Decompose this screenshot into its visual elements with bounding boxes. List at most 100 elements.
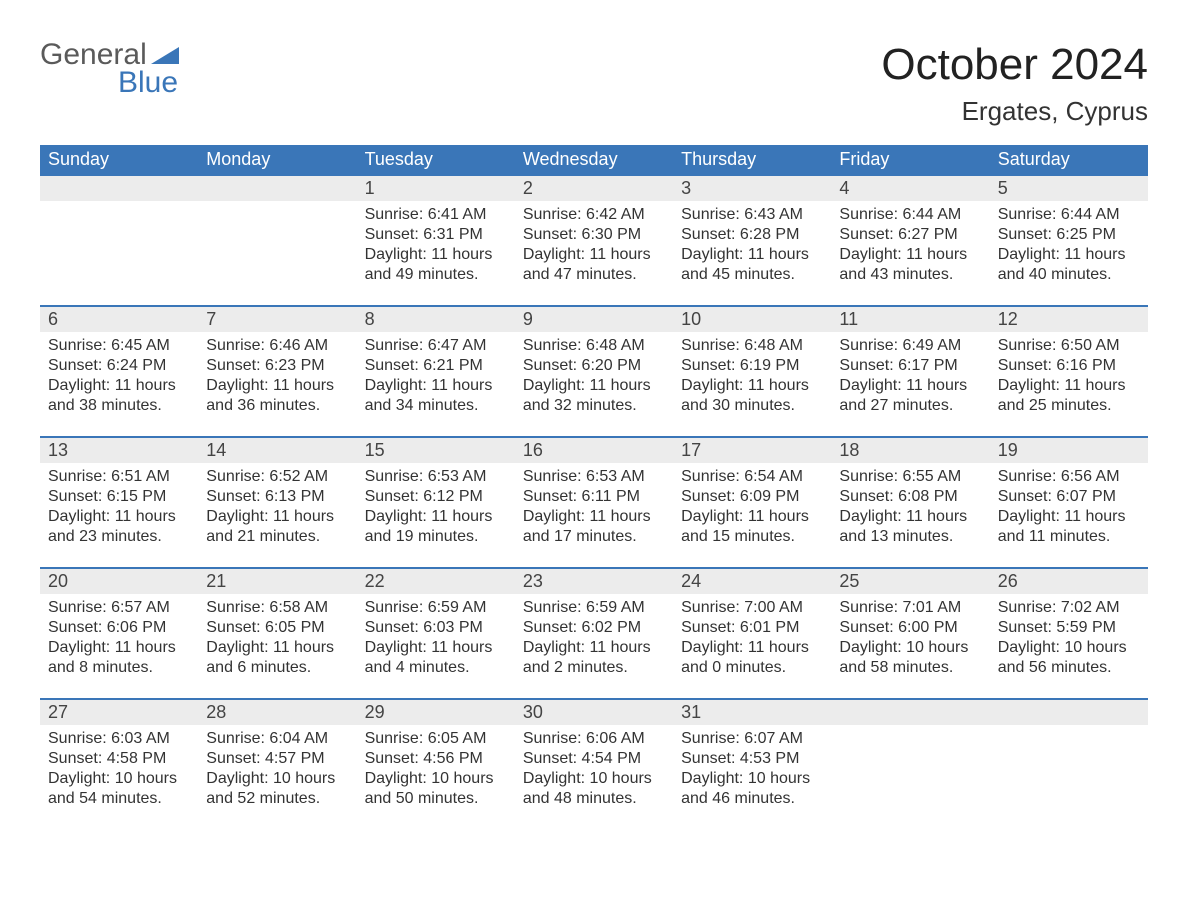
- day-header-row: Sunday Monday Tuesday Wednesday Thursday…: [40, 145, 1148, 175]
- day-header: Thursday: [673, 145, 831, 175]
- sunset-text: Sunset: 6:15 PM: [48, 487, 190, 507]
- sunset-text: Sunset: 6:11 PM: [523, 487, 665, 507]
- daylight2-text: and 45 minutes.: [681, 265, 823, 285]
- location: Ergates, Cyprus: [881, 96, 1148, 127]
- sunset-text: Sunset: 6:02 PM: [523, 618, 665, 638]
- day-number-cell: 18: [831, 437, 989, 463]
- daylight2-text: and 8 minutes.: [48, 658, 190, 678]
- daylight2-text: and 54 minutes.: [48, 789, 190, 809]
- daylight1-text: Daylight: 11 hours: [365, 245, 507, 265]
- sunrise-text: Sunrise: 6:55 AM: [839, 467, 981, 487]
- daylight2-text: and 11 minutes.: [998, 527, 1140, 547]
- week-daynum-row: 13141516171819: [40, 437, 1148, 463]
- sunrise-text: Sunrise: 6:49 AM: [839, 336, 981, 356]
- daylight1-text: Daylight: 10 hours: [998, 638, 1140, 658]
- daylight2-text: and 17 minutes.: [523, 527, 665, 547]
- day-number-cell: [198, 175, 356, 201]
- day-details-cell: Sunrise: 6:03 AMSunset: 4:58 PMDaylight:…: [40, 725, 198, 829]
- day-number-cell: 20: [40, 568, 198, 594]
- daylight1-text: Daylight: 11 hours: [998, 376, 1140, 396]
- sunrise-text: Sunrise: 6:46 AM: [206, 336, 348, 356]
- day-number-cell: [990, 699, 1148, 725]
- week-daynum-row: 12345: [40, 175, 1148, 201]
- day-details-cell: [198, 201, 356, 306]
- day-details-cell: Sunrise: 6:58 AMSunset: 6:05 PMDaylight:…: [198, 594, 356, 699]
- daylight1-text: Daylight: 11 hours: [998, 507, 1140, 527]
- sunset-text: Sunset: 4:58 PM: [48, 749, 190, 769]
- sunset-text: Sunset: 4:57 PM: [206, 749, 348, 769]
- daylight1-text: Daylight: 11 hours: [523, 638, 665, 658]
- daylight1-text: Daylight: 11 hours: [681, 507, 823, 527]
- daylight1-text: Daylight: 11 hours: [839, 245, 981, 265]
- week-details-row: Sunrise: 6:51 AMSunset: 6:15 PMDaylight:…: [40, 463, 1148, 568]
- daylight1-text: Daylight: 11 hours: [206, 376, 348, 396]
- sunrise-text: Sunrise: 6:53 AM: [365, 467, 507, 487]
- day-number-cell: 16: [515, 437, 673, 463]
- daylight1-text: Daylight: 11 hours: [998, 245, 1140, 265]
- day-details-cell: Sunrise: 6:59 AMSunset: 6:02 PMDaylight:…: [515, 594, 673, 699]
- day-number-cell: 22: [357, 568, 515, 594]
- daylight2-text: and 52 minutes.: [206, 789, 348, 809]
- sunset-text: Sunset: 4:54 PM: [523, 749, 665, 769]
- day-details-cell: Sunrise: 6:44 AMSunset: 6:25 PMDaylight:…: [990, 201, 1148, 306]
- week-details-row: Sunrise: 6:03 AMSunset: 4:58 PM Daylight:…: [40, 725, 1148, 829]
- sunrise-text: Sunrise: 6:48 AM: [523, 336, 665, 356]
- daylight2-text: and 19 minutes.: [365, 527, 507, 547]
- day-details-cell: Sunrise: 6:54 AMSunset: 6:09 PMDaylight:…: [673, 463, 831, 568]
- sunrise-text: Sunrise: 6:47 AM: [365, 336, 507, 356]
- sunset-text: Sunset: 6:20 PM: [523, 356, 665, 376]
- month-title: October 2024: [881, 40, 1148, 90]
- daylight2-text: and 56 minutes.: [998, 658, 1140, 678]
- daylight1-text: Daylight: 10 hours: [365, 769, 507, 789]
- sunset-text: Sunset: 6:08 PM: [839, 487, 981, 507]
- logo: General Blue: [40, 40, 179, 98]
- daylight2-text: and 49 minutes.: [365, 265, 507, 285]
- sunset-text: Sunset: 6:31 PM: [365, 225, 507, 245]
- day-details-cell: Sunrise: 6:57 AMSunset: 6:06 PMDaylight:…: [40, 594, 198, 699]
- daylight2-text: and 2 minutes.: [523, 658, 665, 678]
- day-details-cell: Sunrise: 6:41 AMSunset: 6:31 PMDaylight:…: [357, 201, 515, 306]
- sunrise-text: Sunrise: 6:44 AM: [998, 205, 1140, 225]
- sunset-text: Sunset: 6:28 PM: [681, 225, 823, 245]
- day-details-cell: Sunrise: 6:45 AMSunset: 6:24 PMDaylight:…: [40, 332, 198, 437]
- daylight2-text: and 6 minutes.: [206, 658, 348, 678]
- sunset-text: Sunset: 4:53 PM: [681, 749, 823, 769]
- sunrise-text: Sunrise: 6:04 AM: [206, 729, 348, 749]
- day-header: Monday: [198, 145, 356, 175]
- day-number-cell: 7: [198, 306, 356, 332]
- calendar-body: 12345Sunrise: 6:41 AMSunset: 6:31 PMDayl…: [40, 175, 1148, 829]
- sunset-text: Sunset: 6:25 PM: [998, 225, 1140, 245]
- day-number-cell: 4: [831, 175, 989, 201]
- week-details-row: Sunrise: 6:41 AMSunset: 6:31 PMDaylight:…: [40, 201, 1148, 306]
- day-number-cell: 2: [515, 175, 673, 201]
- daylight2-text: and 32 minutes.: [523, 396, 665, 416]
- sunrise-text: Sunrise: 6:56 AM: [998, 467, 1140, 487]
- day-number-cell: 15: [357, 437, 515, 463]
- sunrise-text: Sunrise: 6:07 AM: [681, 729, 823, 749]
- sunrise-text: Sunrise: 6:59 AM: [523, 598, 665, 618]
- sunrise-text: Sunrise: 6:43 AM: [681, 205, 823, 225]
- day-number-cell: 6: [40, 306, 198, 332]
- day-details-cell: Sunrise: 6:49 AMSunset: 6:17 PMDaylight:…: [831, 332, 989, 437]
- day-number-cell: 5: [990, 175, 1148, 201]
- day-number-cell: 30: [515, 699, 673, 725]
- daylight1-text: Daylight: 11 hours: [839, 507, 981, 527]
- daylight2-text: and 0 minutes.: [681, 658, 823, 678]
- day-details-cell: Sunrise: 6:53 AMSunset: 6:12 PMDaylight:…: [357, 463, 515, 568]
- day-number-cell: 21: [198, 568, 356, 594]
- sunrise-text: Sunrise: 6:03 AM: [48, 729, 190, 749]
- day-details-cell: Sunrise: 7:01 AMSunset: 6:00 PMDaylight:…: [831, 594, 989, 699]
- day-details-cell: Sunrise: 6:06 AMSunset: 4:54 PMDaylight:…: [515, 725, 673, 829]
- day-number-cell: 29: [357, 699, 515, 725]
- sunset-text: Sunset: 5:59 PM: [998, 618, 1140, 638]
- sunset-text: Sunset: 6:12 PM: [365, 487, 507, 507]
- daylight1-text: Daylight: 11 hours: [681, 245, 823, 265]
- sunrise-text: Sunrise: 6:54 AM: [681, 467, 823, 487]
- daylight2-text: and 50 minutes.: [365, 789, 507, 809]
- sunrise-text: Sunrise: 6:05 AM: [365, 729, 507, 749]
- day-number-cell: 14: [198, 437, 356, 463]
- day-number-cell: 13: [40, 437, 198, 463]
- sunrise-text: Sunrise: 6:53 AM: [523, 467, 665, 487]
- daylight2-text: and 23 minutes.: [48, 527, 190, 547]
- daylight1-text: Daylight: 11 hours: [365, 376, 507, 396]
